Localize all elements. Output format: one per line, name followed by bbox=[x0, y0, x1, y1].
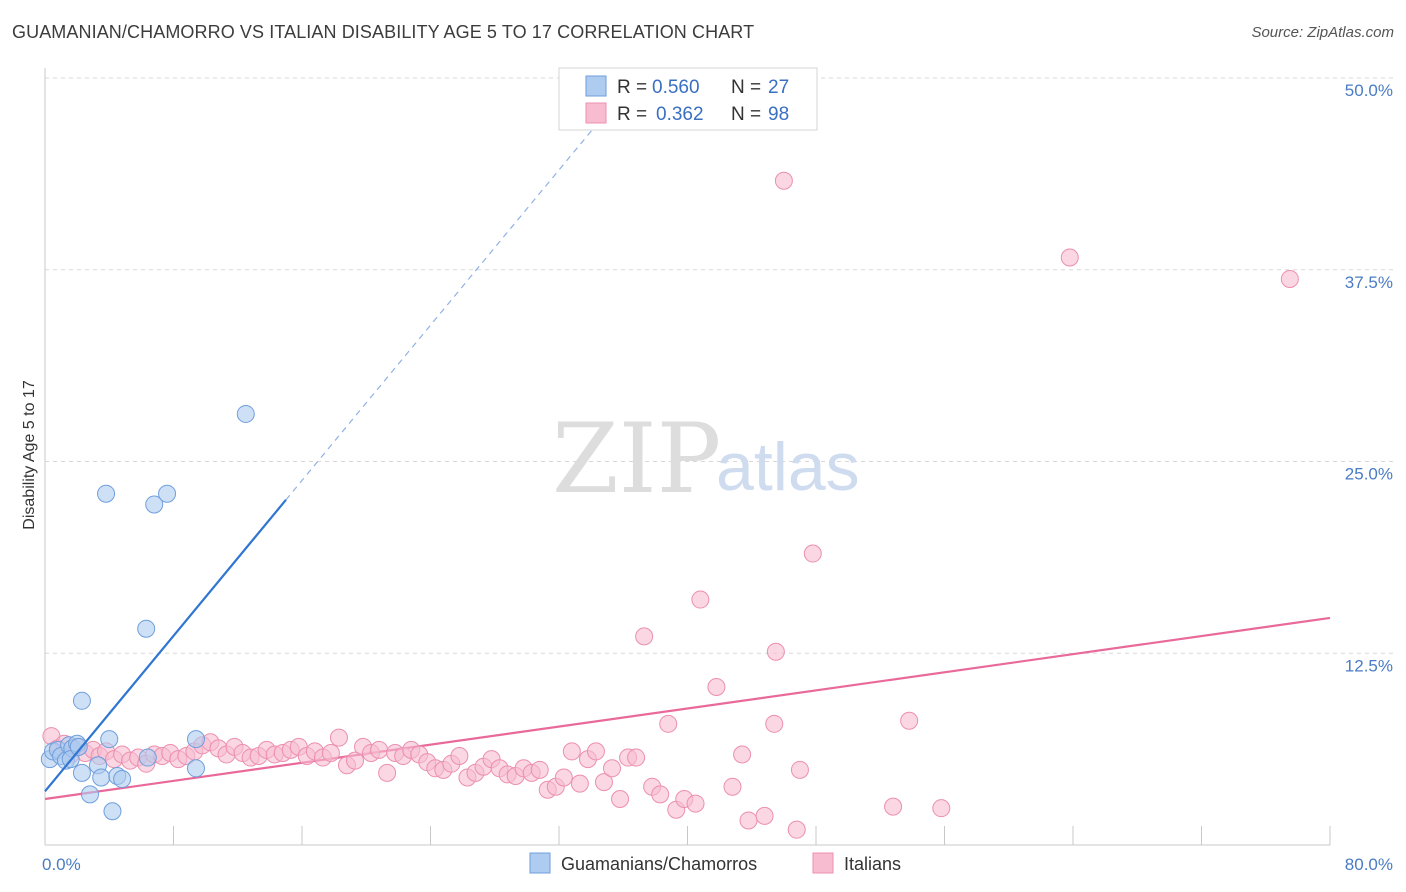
point-italians-72 bbox=[611, 789, 630, 808]
point-italians-36 bbox=[321, 743, 340, 762]
series-legend-swatch-guamanians bbox=[529, 852, 551, 874]
point-guamanians-26 bbox=[69, 737, 88, 756]
legend-n-value-2: 98 bbox=[768, 104, 789, 125]
point-italians-77 bbox=[651, 785, 670, 804]
point-guamanians-13 bbox=[100, 730, 119, 749]
x-tick-label-1: 80.0% bbox=[1345, 855, 1393, 874]
point-guamanians-19 bbox=[158, 484, 177, 503]
point-italians-81 bbox=[686, 794, 705, 813]
point-italians-43 bbox=[378, 763, 397, 782]
point-italians-89 bbox=[766, 642, 785, 661]
point-italians-37 bbox=[329, 728, 348, 747]
point-italians-82 bbox=[691, 590, 710, 609]
trend-line-italians bbox=[44, 616, 1331, 801]
y-axis-title: Disability Age 5 to 17 bbox=[21, 380, 38, 530]
point-italians-75 bbox=[635, 627, 654, 646]
trend-lines bbox=[44, 111, 1331, 801]
point-italians-87 bbox=[755, 806, 774, 825]
legend-n-label-1: N = bbox=[731, 77, 761, 98]
watermark: ZIP atlas bbox=[552, 403, 860, 515]
point-italians-78 bbox=[659, 714, 678, 733]
legend-r-value-1: 0.560 bbox=[652, 77, 700, 98]
x-tick-labels: 0.0% 80.0% bbox=[42, 855, 1393, 874]
point-italians-52 bbox=[450, 747, 469, 766]
watermark-zip: ZIP bbox=[552, 403, 721, 515]
point-guamanians-22 bbox=[236, 404, 255, 423]
point-guamanians-11 bbox=[92, 768, 111, 787]
point-italians-62 bbox=[530, 760, 549, 779]
point-guamanians-12 bbox=[97, 484, 116, 503]
point-italians-85 bbox=[733, 745, 752, 764]
series-legend-label-italians: Italians bbox=[844, 854, 901, 874]
point-italians-39 bbox=[346, 751, 365, 770]
series-legend-swatch-italians bbox=[812, 852, 834, 874]
legend-r-label-2: R = bbox=[617, 104, 647, 125]
point-italians-65 bbox=[554, 768, 573, 787]
point-italians-86 bbox=[739, 811, 758, 830]
point-guamanians-9 bbox=[80, 785, 99, 804]
point-italians-74 bbox=[627, 748, 646, 767]
point-italians-66 bbox=[562, 742, 581, 761]
x-tick-label-0: 0.0% bbox=[42, 855, 81, 874]
y-tick-label-1: 25.0% bbox=[1345, 465, 1393, 484]
point-guamanians-24 bbox=[138, 748, 157, 767]
point-italians-96 bbox=[932, 799, 951, 818]
axes bbox=[44, 68, 1331, 846]
point-guamanians-8 bbox=[72, 763, 91, 782]
legend-swatch-blue bbox=[585, 75, 607, 97]
point-italians-97 bbox=[1060, 248, 1079, 267]
point-guamanians-16 bbox=[113, 770, 132, 789]
point-italians-93 bbox=[803, 544, 822, 563]
point-italians-69 bbox=[586, 742, 605, 761]
point-italians-84 bbox=[723, 777, 742, 796]
source-label: Source: ZipAtlas.com bbox=[1251, 24, 1394, 41]
stats-legend: R = 0.560 N = 27 R = 0.362 N = 98 bbox=[558, 67, 818, 131]
point-guamanians-18 bbox=[145, 495, 164, 514]
y-tick-label-3: 50.0% bbox=[1345, 81, 1393, 100]
legend-swatch-pink bbox=[585, 102, 607, 124]
point-italians-90 bbox=[774, 171, 793, 190]
series-legend-label-guamanians: Guamanians/Chamorros bbox=[561, 854, 757, 874]
point-italians-67 bbox=[570, 774, 589, 793]
y-tick-label-2: 37.5% bbox=[1345, 273, 1393, 292]
point-italians-98 bbox=[1280, 269, 1299, 288]
legend-r-label-1: R = bbox=[617, 77, 647, 98]
point-guamanians-23 bbox=[72, 691, 91, 710]
chart-title: GUAMANIAN/CHAMORRO VS ITALIAN DISABILITY… bbox=[12, 22, 755, 42]
trend-line-guamanians bbox=[44, 499, 287, 793]
data-points bbox=[40, 171, 1299, 839]
y-tick-label-0: 12.5% bbox=[1345, 656, 1393, 675]
watermark-atlas: atlas bbox=[716, 429, 860, 505]
point-guamanians-20 bbox=[186, 730, 205, 749]
series-legend: Guamanians/Chamorros Italians bbox=[529, 852, 901, 874]
point-italians-92 bbox=[790, 760, 809, 779]
point-italians-91 bbox=[787, 820, 806, 839]
point-italians-88 bbox=[765, 714, 784, 733]
point-guamanians-14 bbox=[103, 802, 122, 821]
point-guamanians-17 bbox=[137, 619, 156, 638]
legend-n-value-1: 27 bbox=[768, 77, 789, 98]
y-tick-labels: 12.5% 25.0% 37.5% 50.0% bbox=[1345, 81, 1393, 675]
point-italians-94 bbox=[884, 797, 903, 816]
point-italians-70 bbox=[594, 773, 613, 792]
point-italians-83 bbox=[707, 677, 726, 696]
point-italians-42 bbox=[370, 740, 389, 759]
point-italians-71 bbox=[603, 759, 622, 778]
legend-r-value-2: 0.362 bbox=[656, 104, 704, 125]
point-guamanians-21 bbox=[186, 759, 205, 778]
gridlines bbox=[45, 77, 1395, 654]
legend-n-label-2: N = bbox=[731, 104, 761, 125]
trend-line-guamanians-extension bbox=[285, 111, 608, 501]
point-italians-95 bbox=[900, 711, 919, 730]
